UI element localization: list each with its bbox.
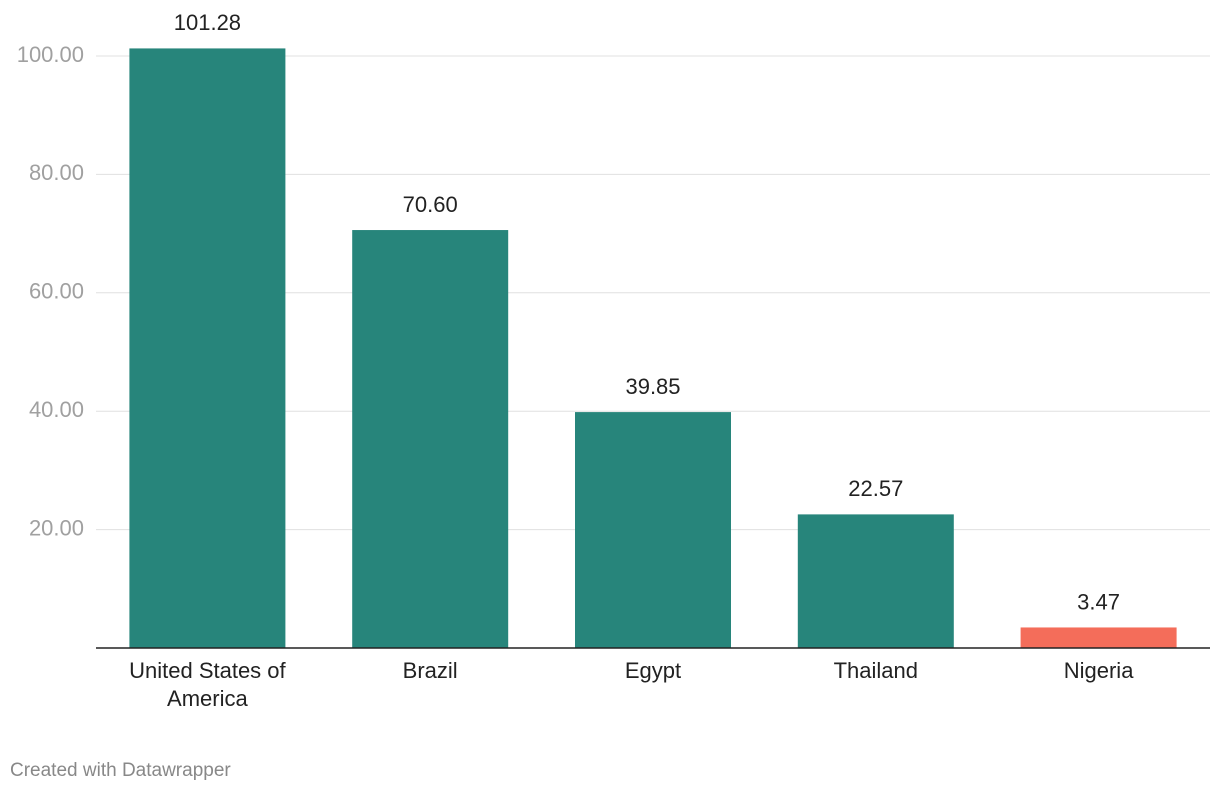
x-tick-label: United States of America: [129, 658, 286, 711]
y-tick-label: 100.00: [17, 42, 84, 67]
y-tick-label: 80.00: [29, 160, 84, 185]
bar: [1020, 627, 1177, 648]
bar: [575, 412, 731, 648]
y-tick-label: 20.00: [29, 515, 84, 540]
bar: [797, 514, 954, 648]
x-tick-label: Thailand: [833, 658, 918, 683]
data-label: 39.85: [625, 374, 680, 399]
bar: [352, 230, 509, 648]
y-tick-label: 40.00: [29, 397, 84, 422]
data-label: 3.47: [1077, 589, 1120, 614]
bar: [129, 48, 286, 648]
data-label: 70.60: [403, 192, 458, 217]
credit: Created with Datawrapper: [10, 760, 231, 781]
data-label: 101.28: [174, 10, 241, 35]
data-label: 22.57: [848, 476, 903, 501]
y-tick-label: 60.00: [29, 279, 84, 304]
x-tick-label: Brazil: [402, 658, 458, 683]
x-tick-label: Nigeria: [1063, 658, 1134, 683]
x-tick-label: Egypt: [624, 658, 682, 683]
